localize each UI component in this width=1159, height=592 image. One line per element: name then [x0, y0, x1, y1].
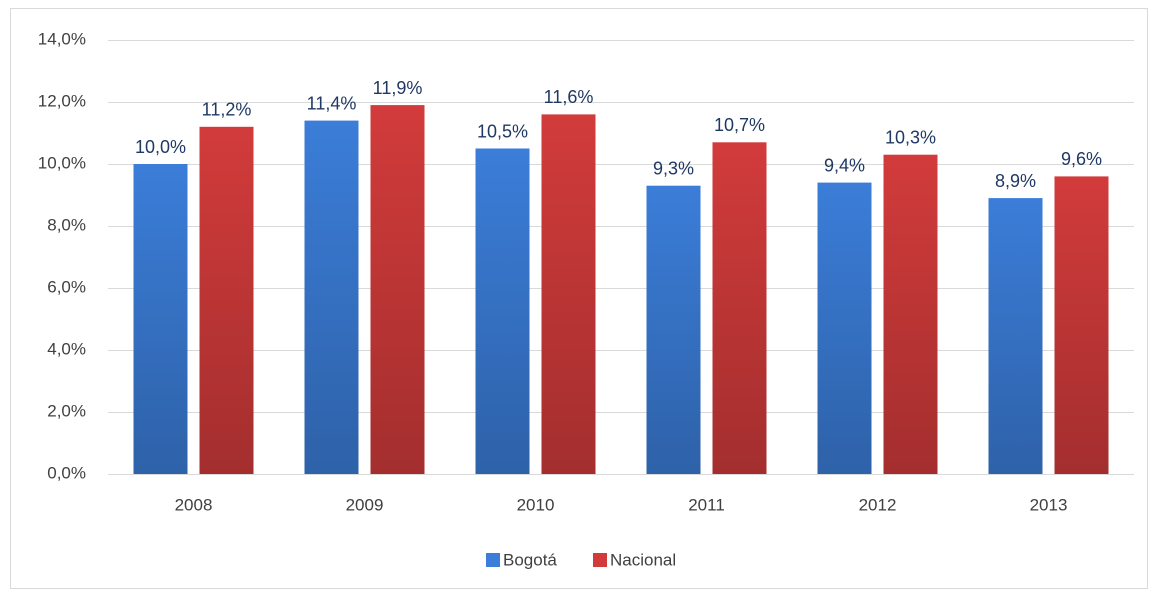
y-tick-label: 12,0%	[38, 91, 86, 110]
bar-shade	[1054, 176, 1109, 474]
value-label: 10,7%	[714, 115, 765, 135]
y-tick-label: 2,0%	[47, 401, 86, 420]
y-tick-label: 0,0%	[47, 463, 86, 482]
value-label: 10,5%	[477, 121, 528, 141]
bar-shade	[199, 126, 254, 475]
legend-label: Nacional	[610, 550, 676, 569]
legend-swatch	[593, 553, 607, 567]
bar-shade	[646, 185, 701, 474]
value-label: 11,9%	[373, 78, 423, 98]
y-tick-label: 8,0%	[47, 215, 86, 234]
bar-shade	[475, 148, 530, 474]
bar-shade	[370, 105, 425, 474]
bar-shade	[541, 114, 596, 475]
value-label: 10,0%	[135, 137, 186, 157]
value-label: 9,3%	[653, 158, 694, 178]
x-tick-label: 2012	[859, 495, 897, 514]
bar-shade	[304, 120, 359, 474]
x-tick-label: 2009	[346, 495, 384, 514]
y-tick-label: 10,0%	[38, 153, 86, 172]
bar-shade	[817, 182, 872, 474]
bar-shade	[883, 154, 938, 474]
value-label: 8,9%	[995, 171, 1036, 191]
x-tick-label: 2010	[517, 495, 555, 514]
legend-label: Bogotá	[503, 550, 557, 569]
y-tick-label: 14,0%	[38, 29, 86, 48]
x-tick-label: 2011	[688, 495, 725, 514]
value-label: 9,4%	[824, 155, 865, 175]
bar-shade	[133, 164, 188, 474]
value-label: 11,4%	[307, 93, 357, 113]
value-label: 11,2%	[202, 100, 252, 120]
y-tick-label: 6,0%	[47, 277, 86, 296]
legend-swatch	[486, 553, 500, 567]
bar-shade	[988, 198, 1043, 474]
value-label: 9,6%	[1061, 149, 1102, 169]
x-tick-label: 2008	[175, 495, 213, 514]
value-label: 11,6%	[544, 87, 594, 107]
bar-shade	[712, 142, 767, 475]
value-label: 10,3%	[885, 127, 936, 147]
y-tick-label: 4,0%	[47, 339, 86, 358]
x-tick-label: 2013	[1030, 495, 1068, 514]
